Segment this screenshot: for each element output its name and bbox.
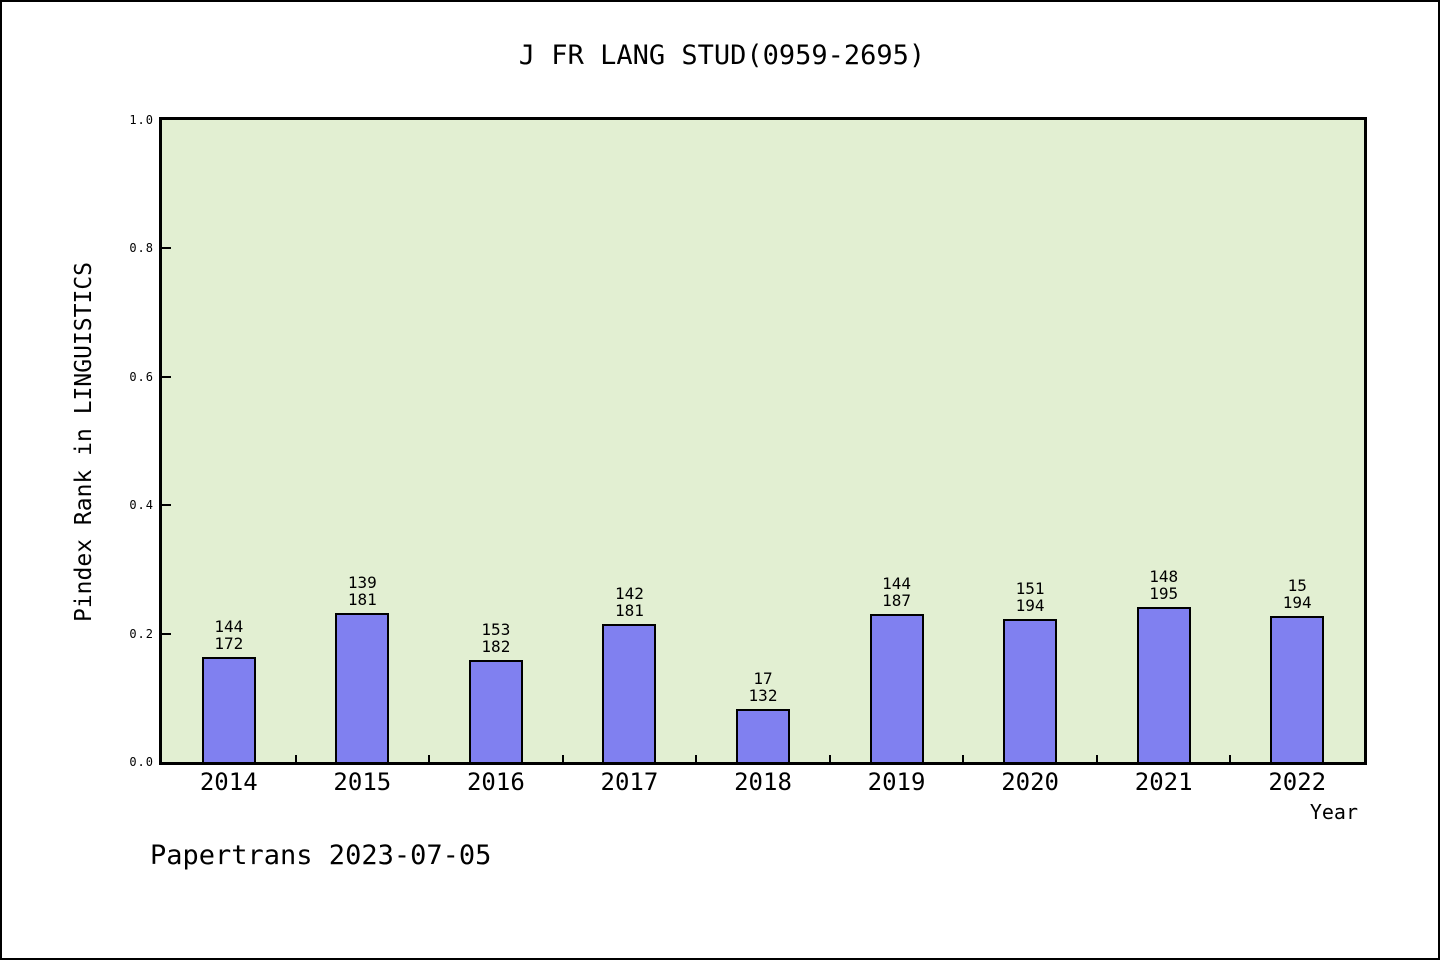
chart-bar xyxy=(1003,619,1058,762)
x-tick-label: 2015 xyxy=(333,768,392,796)
x-tick-label: 2017 xyxy=(600,768,659,796)
x-tick-mark xyxy=(294,755,297,762)
x-tick-label: 2020 xyxy=(1001,768,1059,796)
x-tick-label: 2018 xyxy=(734,768,792,796)
x-tick-label: 2019 xyxy=(867,768,926,796)
y-tick-mark xyxy=(162,632,171,635)
x-tick-mark xyxy=(1095,755,1098,762)
y-tick-label: 1.0 xyxy=(129,113,154,127)
x-tick-mark xyxy=(828,755,831,762)
bar-value-label: 139 181 xyxy=(347,573,377,609)
chart-bar xyxy=(869,614,924,762)
chart-bar xyxy=(736,709,790,762)
y-tick-mark xyxy=(162,247,171,250)
bar-value-label: 148 195 xyxy=(1149,567,1179,603)
plot-area: 144 172 139 181 153 182 142 181 17 132 144 18… xyxy=(159,117,1367,765)
y-tick-label: 0.8 xyxy=(129,241,154,256)
x-tick-mark xyxy=(561,755,564,762)
chart-bar xyxy=(335,613,390,762)
y-tick-label: 0.0 xyxy=(129,755,154,769)
bar-value-label: 153 182 xyxy=(481,620,511,656)
bar-value-label: 151 194 xyxy=(1015,579,1045,615)
y-tick-label: 0.4 xyxy=(129,498,154,513)
x-axis-title: Year xyxy=(1309,800,1358,824)
chart-bar xyxy=(602,624,657,762)
bar-value-label: 144 187 xyxy=(882,574,911,610)
x-tick-mark xyxy=(428,755,431,762)
y-tick-mark xyxy=(162,375,171,378)
x-tick-label: 2022 xyxy=(1268,768,1327,796)
x-tick-mark xyxy=(1229,755,1232,762)
x-tick-mark xyxy=(962,755,965,762)
x-tick-label: 2016 xyxy=(466,768,525,796)
x-tick-label: 2021 xyxy=(1134,768,1193,796)
bar-value-label: 144 172 xyxy=(214,617,244,653)
chart-bar xyxy=(1136,607,1191,762)
y-tick-label: 0.2 xyxy=(129,626,154,641)
y-tick-label: 0.6 xyxy=(129,369,154,384)
bar-value-label: 142 181 xyxy=(614,584,644,620)
chart-bar xyxy=(201,657,256,762)
chart-bar xyxy=(468,660,523,762)
plot-inner: 144 172 139 181 153 182 142 181 17 132 144 18… xyxy=(162,120,1364,762)
footer-watermark: Papertrans 2023-07-05 xyxy=(150,840,492,871)
x-tick-mark xyxy=(695,755,698,762)
chart-title: J FR LANG STUD(0959-2695) xyxy=(518,40,926,71)
bar-value-label: 15 194 xyxy=(1282,576,1312,612)
y-tick-mark xyxy=(162,504,171,507)
x-tick-label: 2014 xyxy=(199,768,258,796)
bar-value-label: 17 132 xyxy=(748,669,778,705)
chart-bar xyxy=(1270,616,1325,762)
